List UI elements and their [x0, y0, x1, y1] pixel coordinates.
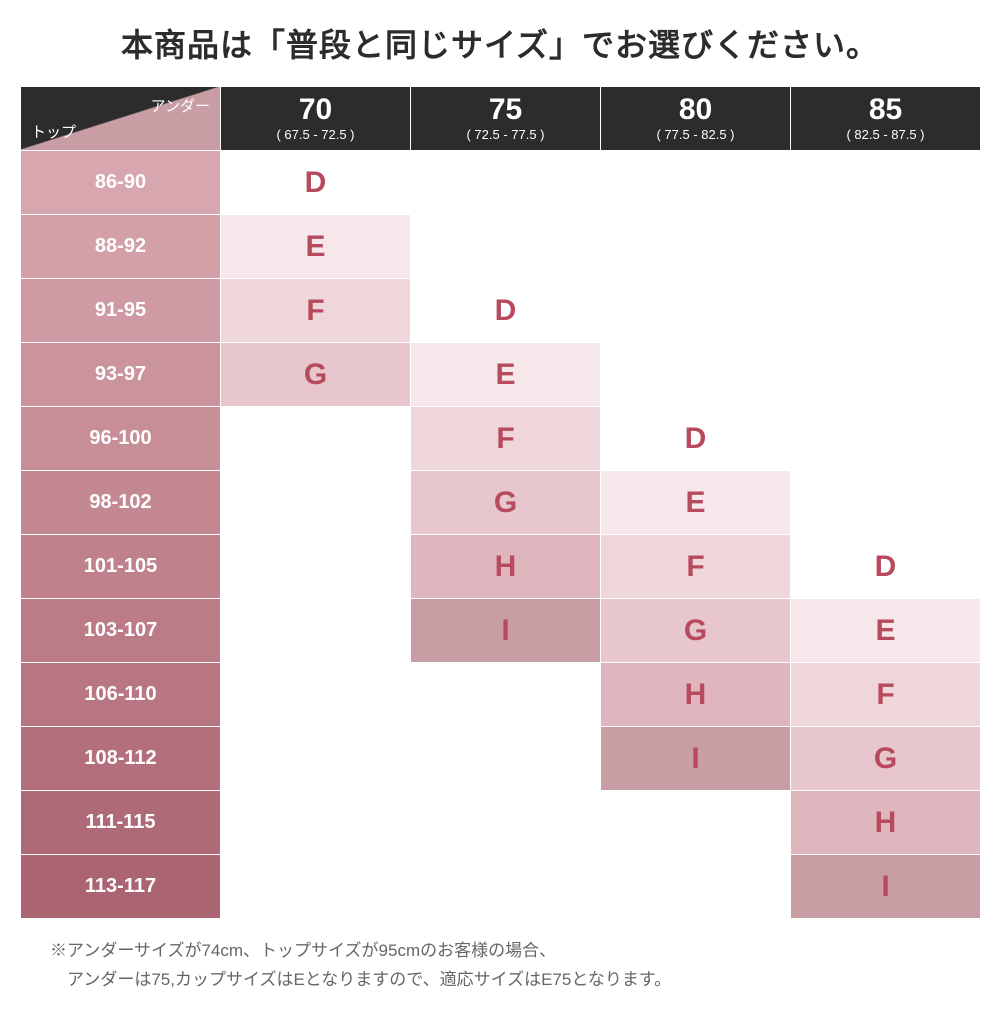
size-cell: G: [411, 471, 601, 535]
size-cell: [411, 215, 601, 279]
row-header: 113-117: [21, 855, 221, 919]
table-row: 101-105 HFD: [21, 535, 981, 599]
table-row: 113-117 I: [21, 855, 981, 919]
row-header: 93-97: [21, 343, 221, 407]
size-cell: [411, 663, 601, 727]
size-cell: D: [601, 407, 791, 471]
size-cell: G: [221, 343, 411, 407]
size-cell: E: [221, 215, 411, 279]
column-header: 75 ( 72.5 - 77.5 ): [411, 87, 601, 151]
size-cell: F: [791, 663, 981, 727]
size-cell: I: [791, 855, 981, 919]
size-cell: F: [411, 407, 601, 471]
table-row: 111-115 H: [21, 791, 981, 855]
row-header: 111-115: [21, 791, 221, 855]
column-range: ( 82.5 - 87.5 ): [791, 127, 980, 142]
size-chart-table: アンダー トップ 70 ( 67.5 - 72.5 )75 ( 72.5 - 77.…: [20, 86, 981, 919]
size-cell: F: [221, 279, 411, 343]
table-row: 108-112 IG: [21, 727, 981, 791]
column-size: 70: [221, 95, 410, 125]
size-cell: [221, 599, 411, 663]
table-row: 86-90D: [21, 151, 981, 215]
corner-header: アンダー トップ: [21, 87, 221, 151]
row-header: 106-110: [21, 663, 221, 727]
size-cell: D: [791, 535, 981, 599]
under-label: アンダー: [151, 95, 210, 116]
table-row: 88-92E: [21, 215, 981, 279]
size-cell: [221, 791, 411, 855]
column-header: 80 ( 77.5 - 82.5 ): [601, 87, 791, 151]
size-cell: H: [601, 663, 791, 727]
column-size: 80: [601, 95, 790, 125]
column-size: 85: [791, 95, 980, 125]
row-header: 103-107: [21, 599, 221, 663]
size-cell: E: [601, 471, 791, 535]
size-cell: [411, 791, 601, 855]
size-cell: D: [411, 279, 601, 343]
size-cell: [221, 535, 411, 599]
table-row: 103-107 IGE: [21, 599, 981, 663]
footnote-line: アンダーは75,カップサイズはEとなりますので、適応サイズはE75となります。: [50, 966, 980, 995]
row-header: 96-100: [21, 407, 221, 471]
size-cell: [221, 663, 411, 727]
size-cell: G: [601, 599, 791, 663]
size-cell: [601, 215, 791, 279]
size-cell: D: [221, 151, 411, 215]
column-range: ( 67.5 - 72.5 ): [221, 127, 410, 142]
footnote-line: ※アンダーサイズが74cm、トップサイズが95cmのお客様の場合、: [50, 937, 980, 966]
column-header: 70 ( 67.5 - 72.5 ): [221, 87, 411, 151]
size-cell: G: [791, 727, 981, 791]
size-cell: [221, 855, 411, 919]
size-cell: [601, 855, 791, 919]
row-header: 101-105: [21, 535, 221, 599]
size-cell: [791, 215, 981, 279]
size-cell: [791, 471, 981, 535]
size-cell: [221, 407, 411, 471]
size-cell: [791, 279, 981, 343]
size-cell: E: [791, 599, 981, 663]
size-cell: [791, 343, 981, 407]
table-row: 98-102 GE: [21, 471, 981, 535]
column-size: 75: [411, 95, 600, 125]
size-cell: [411, 855, 601, 919]
top-label: トップ: [31, 121, 76, 142]
table-row: 93-97GE: [21, 343, 981, 407]
row-header: 91-95: [21, 279, 221, 343]
size-cell: H: [791, 791, 981, 855]
row-header: 98-102: [21, 471, 221, 535]
size-cell: [221, 471, 411, 535]
table-row: 91-95FD: [21, 279, 981, 343]
footnote: ※アンダーサイズが74cm、トップサイズが95cmのお客様の場合、 アンダーは7…: [20, 937, 980, 995]
row-header: 108-112: [21, 727, 221, 791]
size-cell: E: [411, 343, 601, 407]
size-cell: [411, 727, 601, 791]
size-cell: [221, 727, 411, 791]
size-cell: I: [601, 727, 791, 791]
size-cell: F: [601, 535, 791, 599]
table-row: 96-100 FD: [21, 407, 981, 471]
column-range: ( 77.5 - 82.5 ): [601, 127, 790, 142]
size-cell: I: [411, 599, 601, 663]
column-range: ( 72.5 - 77.5 ): [411, 127, 600, 142]
size-cell: [601, 343, 791, 407]
size-cell: [791, 407, 981, 471]
size-cell: [601, 151, 791, 215]
size-cell: H: [411, 535, 601, 599]
size-cell: [601, 279, 791, 343]
row-header: 88-92: [21, 215, 221, 279]
row-header: 86-90: [21, 151, 221, 215]
size-cell: [791, 151, 981, 215]
size-cell: [411, 151, 601, 215]
size-cell: [601, 791, 791, 855]
column-header: 85 ( 82.5 - 87.5 ): [791, 87, 981, 151]
table-row: 106-110 HF: [21, 663, 981, 727]
page-title: 本商品は「普段と同じサイズ」でお選びください。: [20, 20, 980, 66]
